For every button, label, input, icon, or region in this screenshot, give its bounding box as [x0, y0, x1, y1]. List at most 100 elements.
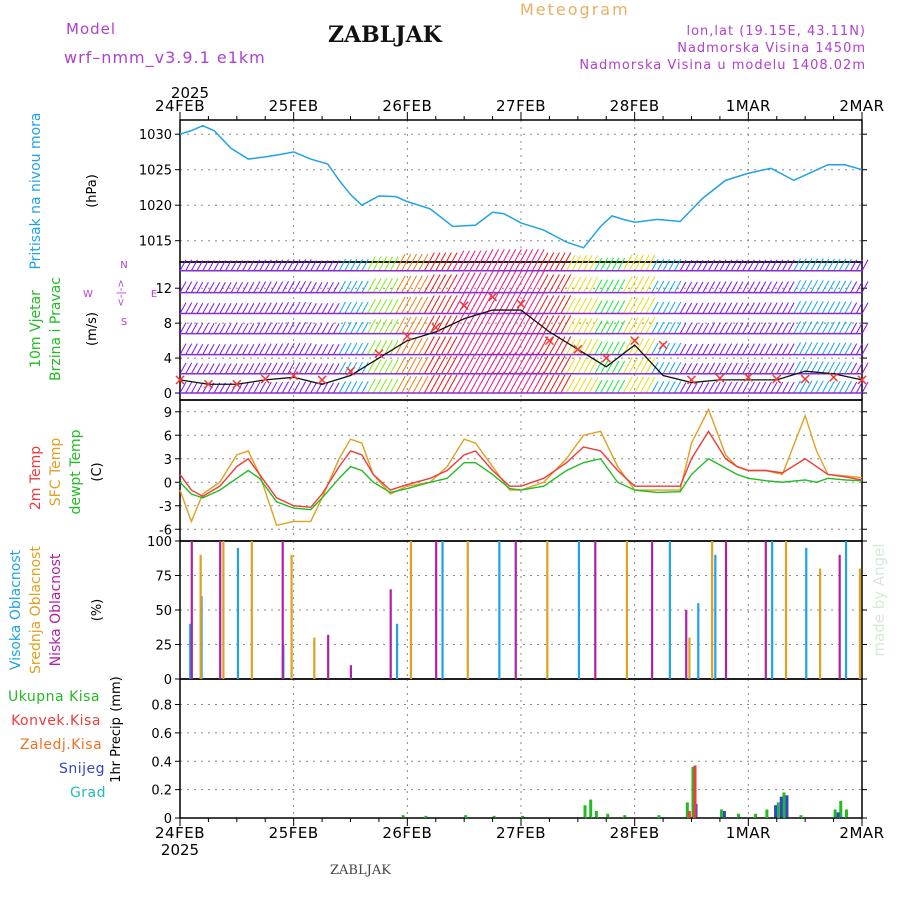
wind-barb	[264, 343, 272, 355]
wind-barb	[833, 258, 841, 271]
total-precip-bar	[623, 815, 627, 818]
wind-barb	[236, 344, 243, 355]
wind-barb	[412, 253, 423, 271]
wind-barb	[327, 302, 334, 314]
wind-barb	[566, 377, 576, 394]
wind-barb	[571, 317, 582, 334]
wind-barb	[304, 259, 312, 271]
wind-barb	[350, 280, 358, 293]
wind-barb	[344, 342, 352, 355]
wind-barb	[333, 260, 340, 271]
wind-barb	[213, 282, 221, 293]
wind-barb	[327, 282, 334, 293]
wind-barb	[452, 293, 465, 314]
wind-barb	[531, 291, 545, 314]
wind-barb	[526, 332, 539, 355]
y-tick-label: 100	[147, 535, 172, 550]
wind-barb	[389, 340, 399, 355]
wind-barb	[764, 343, 772, 355]
y-tick-label: -6	[159, 523, 172, 538]
wind-barb	[628, 297, 639, 314]
wind-barb	[668, 280, 676, 293]
wind-barb	[753, 381, 761, 394]
wind-barb	[264, 322, 272, 334]
wind-barb	[759, 259, 767, 271]
y-tick-label: 1020	[139, 199, 172, 214]
wind-barb	[412, 316, 423, 334]
precip-legend-item: Zaledj.Kisa	[20, 737, 102, 753]
y-tick-label: 6	[164, 429, 172, 444]
wind-barb	[719, 302, 727, 314]
wind-barb	[418, 253, 429, 271]
wind-barb	[247, 363, 255, 375]
wind-barb	[361, 381, 369, 394]
wind-barb	[452, 372, 465, 394]
wind-barb	[639, 254, 650, 271]
wind-barb	[401, 275, 412, 293]
total-precip-bar	[583, 805, 587, 818]
wind-barb	[298, 362, 307, 375]
wind-barb	[571, 358, 582, 375]
cloud-axis-unit: (%)	[90, 599, 105, 622]
wind-barb	[395, 316, 406, 334]
wind-barb	[497, 332, 511, 355]
wind-barb	[781, 259, 789, 271]
x-tick-label-bottom: 26FEB	[382, 824, 432, 842]
wind-barb	[310, 363, 317, 375]
high-cloud-bar	[844, 541, 848, 679]
wind-barb	[401, 356, 412, 375]
wind-barb	[378, 378, 388, 394]
wind-barb	[304, 280, 312, 293]
wind-barb	[503, 371, 517, 394]
wind-barb	[293, 343, 301, 355]
wind-gust-mark	[232, 379, 242, 389]
wind-barb	[497, 312, 511, 334]
wind-barb	[185, 362, 193, 375]
low-cloud-bar	[219, 541, 222, 679]
wind-barb	[799, 258, 807, 271]
total-precip-bar	[719, 809, 723, 818]
wind-barb	[645, 317, 656, 334]
wind-barb	[406, 337, 418, 355]
wind-barb	[742, 322, 750, 334]
wind-barb	[764, 322, 772, 334]
wind-barb	[753, 322, 761, 334]
wind-barb	[560, 252, 572, 271]
total-precip-bar	[776, 802, 780, 818]
wind-barb	[321, 363, 329, 375]
wind-barb	[753, 362, 761, 375]
wind-barb	[566, 276, 576, 293]
mid-cloud-bar	[313, 637, 316, 679]
wind-barb	[804, 342, 813, 355]
wind-gust-mark	[686, 375, 697, 385]
snow-precip-bar	[774, 805, 778, 818]
wind-barb	[463, 334, 476, 355]
wind-barb	[350, 321, 358, 334]
wind-barb	[838, 361, 847, 375]
wind-barb	[185, 302, 193, 314]
wind-barb	[736, 259, 744, 271]
watermark: made by Angel	[870, 543, 888, 656]
wind-barb	[367, 256, 376, 271]
wind-barb	[810, 321, 819, 334]
sfc-axis-title: SFC Temp	[48, 438, 64, 507]
wind-barb	[753, 281, 761, 293]
wind-barb	[560, 274, 572, 293]
wind-barb	[475, 272, 487, 293]
wind-barb	[202, 282, 209, 293]
wind-barb	[321, 260, 329, 271]
wind-barb	[247, 382, 255, 394]
wind-barb	[259, 322, 267, 334]
wind-barb	[367, 359, 376, 375]
high-cloud-bar	[189, 623, 192, 679]
wind-barb	[611, 279, 620, 293]
y-tick-label: 0.2	[151, 784, 172, 799]
wind-barb	[509, 249, 522, 271]
wind-barb	[793, 361, 801, 375]
wind-barb	[787, 343, 795, 355]
wind-barb	[333, 282, 340, 293]
wind-barb	[236, 363, 243, 375]
wind-barb	[736, 302, 744, 314]
wind-barb	[196, 302, 204, 314]
wind-barb	[355, 301, 364, 314]
